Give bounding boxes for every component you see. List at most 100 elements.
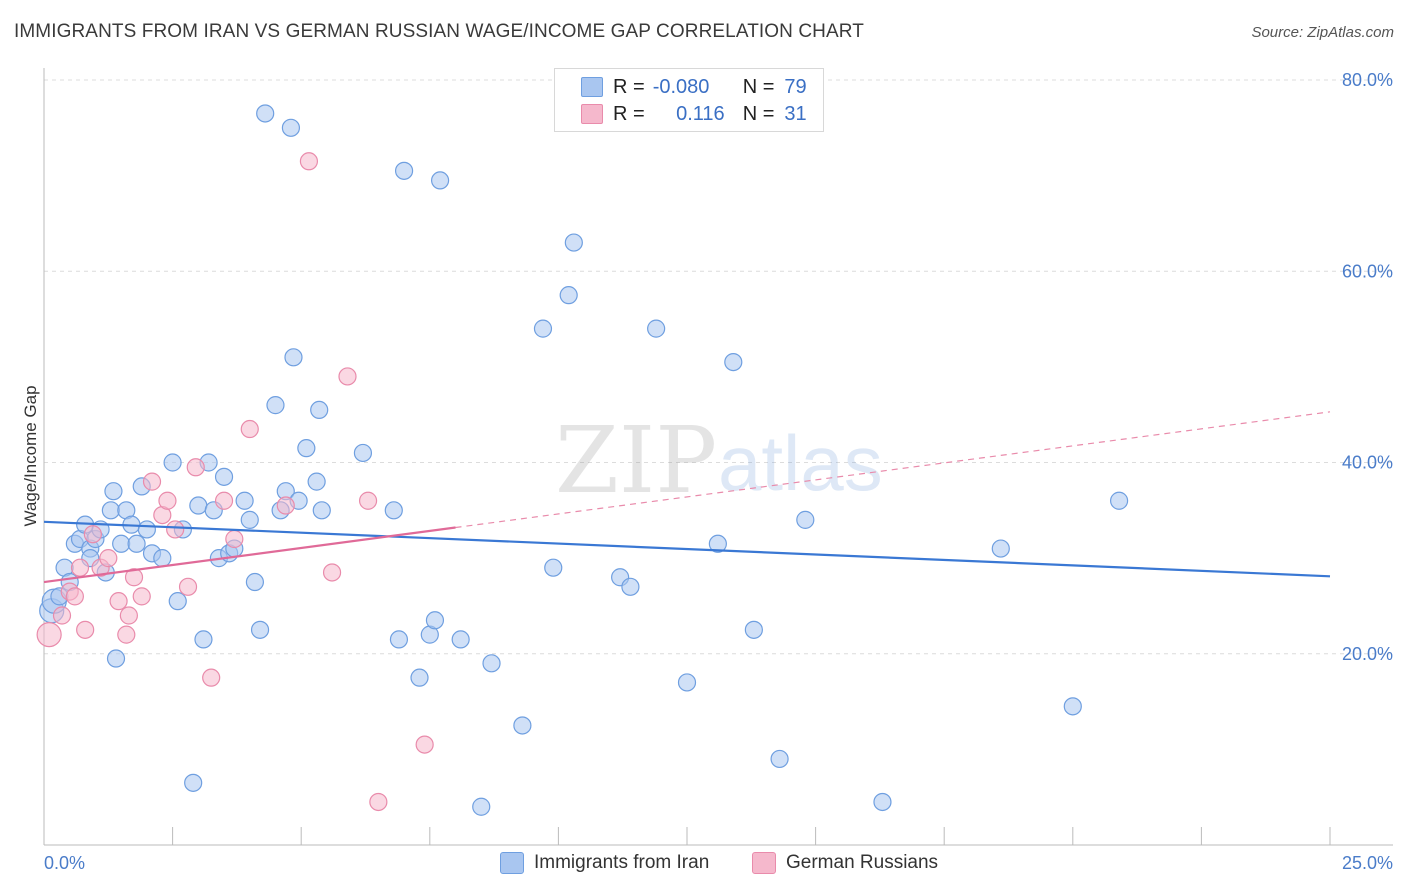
point-german-russians xyxy=(299,152,319,171)
point-german-russians xyxy=(132,587,151,606)
point-german-russians xyxy=(65,587,84,606)
point-iran xyxy=(430,171,450,190)
stats-r-label: R = xyxy=(613,75,645,98)
stats-row-german-russians: R = 0.116 N = 31 xyxy=(555,101,807,127)
watermark-zip: ZIP xyxy=(555,407,717,514)
point-iran xyxy=(677,673,697,692)
tick-labels: 20.0% 40.0% 60.0% 80.0% 0.0% 25.0% xyxy=(44,70,1393,873)
point-iran xyxy=(621,577,640,596)
point-german-russians xyxy=(76,620,95,639)
point-iran xyxy=(353,443,373,463)
point-iran xyxy=(127,534,146,553)
trend-lines xyxy=(43,411,1331,584)
y-tick-label: 40.0% xyxy=(1342,453,1393,473)
point-german-russians xyxy=(186,458,205,477)
y-tick-label: 20.0% xyxy=(1342,644,1393,664)
point-iran xyxy=(101,501,120,520)
point-iran xyxy=(307,472,326,491)
point-german-russians xyxy=(36,622,62,648)
stats-row-iran: R = -0.080 N = 79 xyxy=(555,74,807,100)
point-iran xyxy=(564,233,583,252)
point-german-russians xyxy=(109,592,128,611)
point-iran xyxy=(991,539,1010,558)
source-label: Source: ZipAtlas.com xyxy=(1251,24,1394,41)
point-iran xyxy=(297,439,316,458)
y-tick-label: 60.0% xyxy=(1342,261,1393,281)
point-iran xyxy=(513,716,532,735)
stats-n-value: 79 xyxy=(784,75,807,98)
point-german-russians xyxy=(117,625,136,644)
point-iran xyxy=(104,482,123,501)
point-german-russians xyxy=(124,568,144,587)
point-iran xyxy=(266,396,285,415)
x-tick-label: 25.0% xyxy=(1342,853,1393,873)
x-tick-label: 0.0% xyxy=(44,853,85,873)
point-german-russians xyxy=(358,491,378,510)
point-iran xyxy=(163,453,182,472)
stats-n-value: 31 xyxy=(784,102,807,125)
point-iran xyxy=(310,400,329,420)
point-german-russians xyxy=(338,367,357,386)
point-german-russians xyxy=(214,491,234,510)
point-german-russians xyxy=(119,606,138,625)
stats-n-label: N = xyxy=(742,102,775,125)
watermark-atlas: atlas xyxy=(718,419,883,507)
legend-item-iran: Immigrants from Iran xyxy=(500,852,709,874)
legend-swatch-german-russians xyxy=(752,852,776,874)
point-iran xyxy=(153,549,172,568)
point-iran xyxy=(184,773,203,792)
point-iran xyxy=(189,496,208,515)
legend-swatch-iran xyxy=(500,852,524,874)
point-german-russians xyxy=(52,606,72,625)
point-iran xyxy=(137,520,156,539)
point-iran xyxy=(245,572,265,592)
chart-title: IMMIGRANTS FROM IRAN VS GERMAN RUSSIAN W… xyxy=(14,21,864,42)
point-iran xyxy=(559,286,578,305)
point-iran xyxy=(708,534,727,553)
legend-label-german-russians: German Russians xyxy=(786,852,939,873)
point-german-russians xyxy=(142,472,162,491)
point-german-russians xyxy=(166,520,185,539)
point-iran xyxy=(410,668,429,687)
trend-line-german-russians-dashed xyxy=(455,411,1331,529)
point-iran xyxy=(389,630,409,649)
point-iran xyxy=(425,611,445,630)
point-german-russians xyxy=(415,735,434,754)
point-german-russians xyxy=(276,496,295,515)
trend-line-iran xyxy=(43,520,1331,578)
point-iran xyxy=(472,797,491,816)
y-tick-label: 80.0% xyxy=(1342,70,1393,90)
point-iran xyxy=(281,118,301,137)
point-iran xyxy=(647,319,666,338)
point-iran xyxy=(256,104,275,123)
legend-label-iran: Immigrants from Iran xyxy=(534,852,710,873)
stats-legend: R = -0.080 N = 79 R = 0.116 N = 31 xyxy=(554,68,824,132)
stats-r-value: -0.080 xyxy=(652,75,710,98)
stats-r-label: R = xyxy=(613,102,645,125)
y-axis-title: Wage/Income Gap xyxy=(21,385,40,526)
watermark: ZIP atlas xyxy=(555,407,883,514)
point-iran xyxy=(1109,491,1129,510)
point-german-russians xyxy=(369,792,388,812)
point-iran xyxy=(250,620,270,639)
point-german-russians xyxy=(225,529,244,549)
point-german-russians xyxy=(158,491,177,510)
series-german-russians-points xyxy=(36,152,434,812)
stats-swatch-iran xyxy=(581,77,603,97)
point-german-russians xyxy=(83,525,102,544)
point-iran xyxy=(873,792,892,812)
point-iran xyxy=(796,510,815,529)
trend-line-german-russians xyxy=(43,526,456,584)
point-iran xyxy=(1063,697,1082,716)
point-iran xyxy=(384,501,403,520)
point-iran xyxy=(112,534,131,553)
point-iran xyxy=(533,319,553,338)
point-iran xyxy=(235,491,254,510)
point-iran xyxy=(194,630,213,649)
point-iran xyxy=(482,654,501,673)
point-iran xyxy=(214,467,234,486)
stats-r-value: 0.116 xyxy=(676,102,725,125)
axes xyxy=(43,68,1393,846)
point-german-russians xyxy=(322,563,342,582)
